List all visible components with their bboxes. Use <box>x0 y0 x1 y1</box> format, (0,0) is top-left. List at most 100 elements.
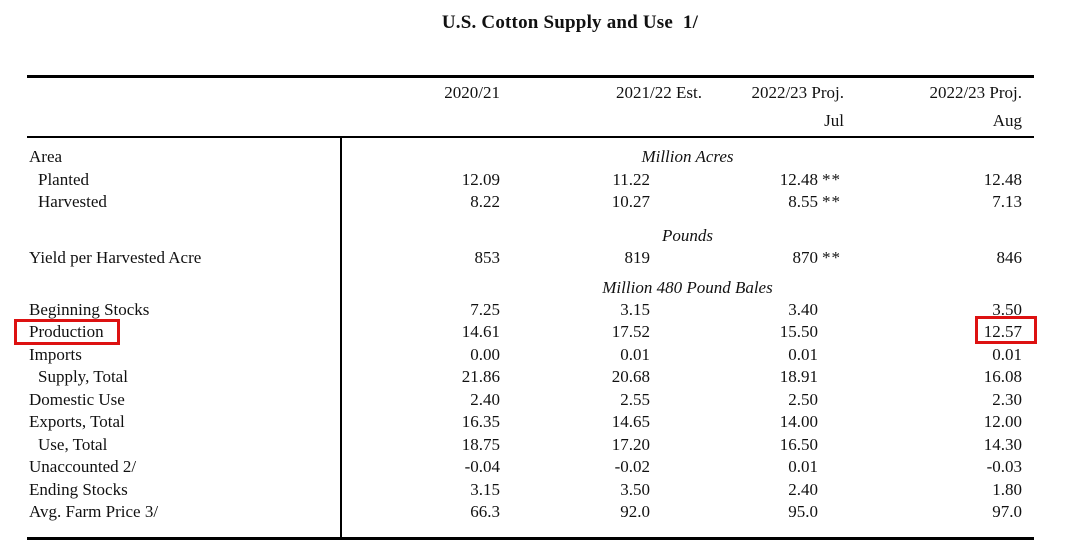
cell-2022-23-jul: 15.50 <box>779 322 818 341</box>
section-label-empty <box>27 225 341 248</box>
cell-2022-23-jul: 18.91 <box>779 367 818 386</box>
highlight-box-production-aug-value <box>975 316 1037 344</box>
section-row-pounds: Pounds <box>27 225 1034 248</box>
table-row-exports-total: Exports, Total 16.35 14.65 14.00 12.00 <box>27 411 1034 434</box>
cell-production-aug-value: 12.57 <box>983 322 1022 341</box>
cell-2022-23-jul: 8.55 <box>788 192 818 211</box>
cell-2022-23-jul: 3.40 <box>788 299 818 319</box>
table-row-unaccounted: Unaccounted 2/ -0.04 -0.02 0.01 -0.03 <box>27 456 1034 479</box>
col-header-2022-23-proj-jul: 2022/23 Proj. <box>751 83 844 102</box>
section-row-bales: Million 480 Pound Bales <box>27 277 1034 299</box>
col-header-2021-22-est: 2021/22 Est. <box>616 83 702 102</box>
table-row-avg-farm-price: Avg. Farm Price 3/ 66.3 92.0 95.0 97.0 <box>27 501 1034 524</box>
row-label-production: Production <box>29 322 104 341</box>
row-label: Supply, Total <box>38 367 128 386</box>
cell-2021-22: 819 <box>624 248 651 267</box>
cell-2021-22: 3.50 <box>620 479 650 499</box>
column-divider-line <box>340 137 342 537</box>
cell-2021-22: 2.55 <box>620 389 650 409</box>
table-row-supply-total: Supply, Total 21.86 20.68 18.91 16.08 <box>27 366 1034 389</box>
header-spacer <box>27 79 341 107</box>
cell-2020-21: 12.09 <box>461 169 500 189</box>
cell-2020-21: 14.61 <box>461 322 500 341</box>
row-label: Planted <box>38 169 89 189</box>
cell-2021-22: 3.15 <box>620 299 650 319</box>
header-spacer <box>500 107 702 135</box>
revision-marker: ** <box>822 192 841 211</box>
row-label: Ending Stocks <box>29 479 128 499</box>
supply-use-table: 2020/21 2021/22 Est. 2022/23 Proj. 2022/… <box>27 75 1034 540</box>
cell-2021-22: 20.68 <box>611 367 650 386</box>
table-row-production: Production 14.61 17.52 15.50 12.57 <box>27 321 1034 344</box>
section-label-empty <box>27 277 341 299</box>
revision-marker <box>818 366 844 389</box>
cell-2020-21: -0.04 <box>464 457 500 476</box>
table-body: Area Million Acres Planted 12.09 11.22 1… <box>27 138 1034 524</box>
table-row-beginning-stocks: Beginning Stocks 7.25 3.15 3.40 3.50 <box>27 299 1034 322</box>
table-header: 2020/21 2021/22 Est. 2022/23 Proj. 2022/… <box>27 78 1034 138</box>
revision-marker <box>818 434 844 457</box>
cell-2022-23-jul: 0.01 <box>788 344 818 364</box>
row-label: Harvested <box>38 192 107 211</box>
table-row-planted: Planted 12.09 11.22 12.48 ** 12.48 <box>27 169 1034 192</box>
revision-marker <box>818 456 844 479</box>
cell-2022-23-aug: 16.08 <box>983 367 1022 386</box>
cell-2022-23-jul: 0.01 <box>788 457 818 476</box>
cell-2022-23-aug: 12.48 <box>983 169 1022 189</box>
cell-2021-22: 17.20 <box>611 434 650 454</box>
row-label: Beginning Stocks <box>29 299 150 319</box>
table-row-harvested: Harvested 8.22 10.27 8.55 ** 7.13 <box>27 191 1034 214</box>
cell-2022-23-aug: -0.03 <box>986 457 1022 476</box>
row-label: Yield per Harvested Acre <box>29 248 202 267</box>
cell-2021-22: 11.22 <box>612 169 650 189</box>
cell-2021-22: 92.0 <box>620 502 650 521</box>
cell-2022-23-jul: 870 <box>792 248 819 267</box>
cell-2022-23-aug: 7.13 <box>992 192 1022 211</box>
cell-2022-23-aug: 12.00 <box>983 412 1022 431</box>
col-header-2022-23-proj-aug: 2022/23 Proj. <box>929 83 1022 102</box>
subheader-aug: Aug <box>992 111 1022 130</box>
revision-marker <box>818 501 844 524</box>
cell-2022-23-aug: 3.50 <box>992 299 1022 319</box>
col-header-2020-21: 2020/21 <box>444 83 500 102</box>
revision-marker <box>818 411 844 434</box>
subheader-jul: Jul <box>824 111 844 130</box>
cell-2022-23-jul: 2.40 <box>788 479 818 499</box>
cell-2020-21: 3.15 <box>470 479 500 499</box>
section-gap <box>27 270 1034 277</box>
cell-2022-23-aug: 97.0 <box>992 502 1022 521</box>
revision-marker <box>818 299 844 322</box>
cell-2022-23-jul: 2.50 <box>788 389 818 409</box>
cell-2022-23-aug: 0.01 <box>992 344 1022 364</box>
cell-2020-21: 0.00 <box>470 344 500 364</box>
cell-2022-23-aug: 846 <box>996 248 1023 267</box>
revision-marker <box>818 479 844 502</box>
header-spacer <box>27 107 341 135</box>
cell-2020-21: 7.25 <box>470 299 500 319</box>
cell-2022-23-aug: 2.30 <box>992 389 1022 409</box>
section-gap <box>27 214 1034 225</box>
revision-marker <box>818 321 844 344</box>
header-row-years: 2020/21 2021/22 Est. 2022/23 Proj. 2022/… <box>27 79 1034 107</box>
section-label-area: Area <box>29 147 63 166</box>
cell-2021-22: -0.02 <box>614 457 650 476</box>
cell-2020-21: 8.22 <box>470 192 500 211</box>
header-row-months: Jul Aug <box>27 107 1034 135</box>
cell-2020-21: 66.3 <box>470 502 500 521</box>
page-title: U.S. Cotton Supply and Use 1/ <box>441 12 699 33</box>
row-label: Avg. Farm Price 3/ <box>29 502 159 521</box>
cell-2022-23-jul: 95.0 <box>788 502 818 521</box>
cell-2020-21: 16.35 <box>461 412 500 431</box>
table-row-use-total: Use, Total 18.75 17.20 16.50 14.30 <box>27 434 1034 457</box>
cell-2022-23-aug: 14.30 <box>983 434 1022 454</box>
section-row-area: Area Million Acres <box>27 146 1034 169</box>
revision-marker: ** <box>822 248 841 267</box>
revision-marker: ** <box>822 169 841 189</box>
cell-2022-23-jul: 16.50 <box>779 434 818 454</box>
cell-2020-21: 853 <box>474 248 501 267</box>
row-label: Unaccounted 2/ <box>29 457 137 476</box>
cell-2021-22: 0.01 <box>620 344 650 364</box>
header-spacer <box>341 107 500 135</box>
cell-2020-21: 2.40 <box>470 389 500 409</box>
